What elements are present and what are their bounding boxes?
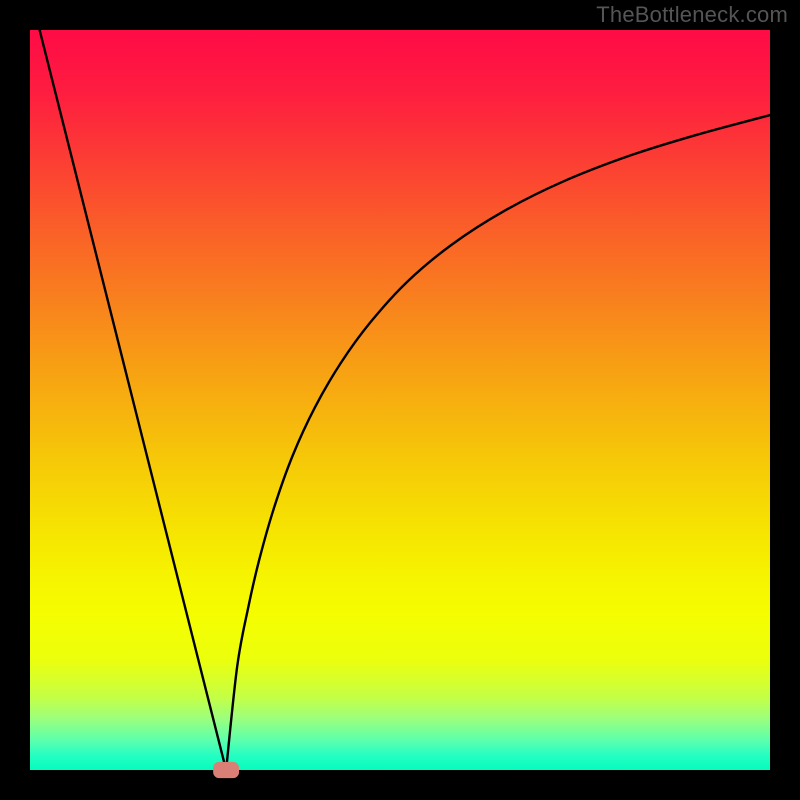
chart-svg <box>0 0 800 800</box>
plot-background <box>30 30 770 770</box>
watermark-text: TheBottleneck.com <box>596 2 788 28</box>
optimum-marker <box>213 762 239 778</box>
chart-container: TheBottleneck.com <box>0 0 800 800</box>
